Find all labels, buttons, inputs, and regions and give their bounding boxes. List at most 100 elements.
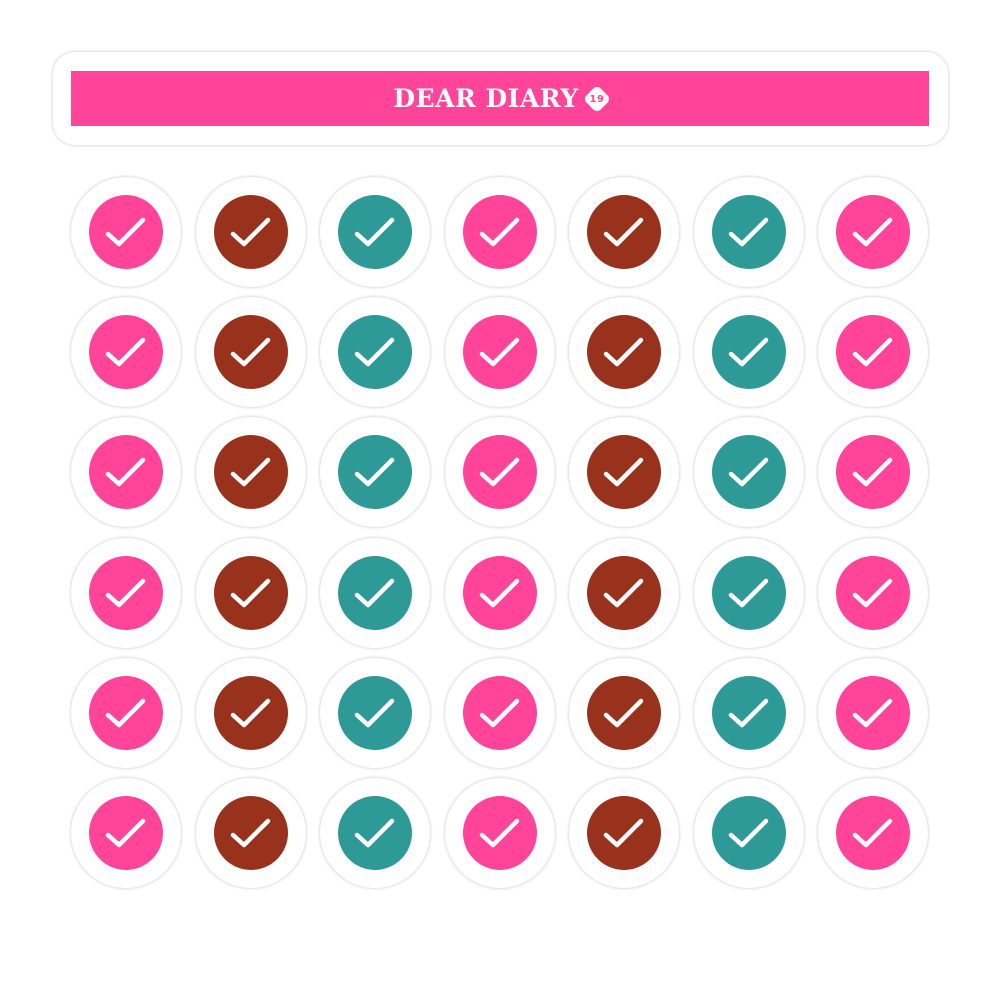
check-sticker [569, 297, 679, 408]
check-sticker [320, 297, 430, 408]
checkmark-icon [354, 217, 395, 247]
check-sticker [569, 417, 679, 528]
checkmark-icon [105, 217, 146, 247]
check-circle [587, 435, 661, 510]
check-circle [587, 675, 661, 750]
check-circle [836, 435, 910, 510]
check-circle [711, 435, 786, 510]
checkmark-icon [354, 337, 395, 367]
check-circle [587, 195, 661, 269]
check-circle [213, 796, 288, 870]
check-sticker [71, 177, 181, 287]
check-sticker [818, 417, 928, 528]
check-sticker [818, 177, 928, 287]
checkmark-icon [728, 578, 768, 607]
check-circle [462, 796, 537, 870]
checkmark-icon [852, 578, 893, 607]
check-circle [836, 195, 910, 269]
check-circle [213, 435, 288, 510]
checkmark-icon [852, 337, 893, 367]
logo-badge-text: 19 [589, 92, 605, 104]
check-sticker [444, 778, 555, 888]
check-circle [711, 555, 786, 630]
check-circle [338, 315, 412, 390]
checkmark-icon [603, 818, 644, 848]
check-circle [836, 555, 910, 630]
checkmark-icon [230, 818, 270, 848]
check-circle [462, 675, 537, 750]
check-sticker [693, 417, 804, 528]
check-circle [89, 195, 163, 269]
check-sticker [693, 177, 804, 287]
checkmark-icon [603, 337, 644, 367]
check-circle [462, 555, 537, 630]
checkmark-icon [603, 217, 644, 247]
check-circle [89, 315, 163, 390]
check-circle [213, 315, 288, 390]
check-circle [89, 555, 163, 630]
check-circle [338, 435, 412, 510]
check-sticker [71, 778, 181, 888]
check-sticker [195, 778, 306, 888]
logo-badge: 19 [582, 84, 611, 113]
check-sticker [444, 417, 555, 528]
checkmark-icon [852, 698, 893, 728]
checkmark-icon [603, 578, 644, 607]
checkmark-icon [479, 337, 519, 367]
check-circle [711, 195, 786, 269]
checkmark-icon [230, 217, 270, 247]
checkmark-icon [728, 217, 768, 247]
check-sticker [818, 657, 928, 768]
check-circle [836, 796, 910, 870]
header-banner: DEAR DIARY 19 [71, 71, 929, 126]
checkmark-icon [230, 337, 270, 367]
check-circle [338, 675, 412, 750]
dear-diary-logo: DEAR DIARY 19 [393, 84, 611, 113]
check-sticker [693, 778, 804, 888]
check-sticker [320, 778, 430, 888]
check-sticker [71, 657, 181, 768]
checkmark-icon [728, 698, 768, 728]
check-sticker [818, 297, 928, 408]
checkmark-icon [354, 458, 395, 487]
check-circle [213, 195, 288, 269]
checkmark-icon [728, 337, 768, 367]
checkmark-icon [105, 698, 146, 728]
checkmark-icon [728, 458, 768, 487]
check-circle [89, 796, 163, 870]
check-circle [836, 675, 910, 750]
logo-text: DEAR DIARY [393, 84, 579, 113]
check-circle [338, 796, 412, 870]
check-circle [462, 315, 537, 390]
checkmark-icon [852, 458, 893, 487]
check-circle [462, 195, 537, 269]
checkmark-icon [603, 698, 644, 728]
check-sticker [444, 657, 555, 768]
checkmark-icon [603, 458, 644, 487]
check-sticker [320, 537, 430, 648]
check-circle [213, 675, 288, 750]
check-sticker [320, 417, 430, 528]
checkmark-icon [354, 578, 395, 607]
checkmark-icon [479, 818, 519, 848]
checkmark-icon [479, 217, 519, 247]
check-sticker [569, 537, 679, 648]
checkmark-icon [105, 458, 146, 487]
checkmark-icon [728, 818, 768, 848]
check-circle [338, 195, 412, 269]
check-circle [711, 315, 786, 390]
checkmark-icon [479, 578, 519, 607]
check-sticker [818, 778, 928, 888]
check-sticker [195, 537, 306, 648]
check-sticker [693, 657, 804, 768]
check-sticker [320, 657, 430, 768]
check-sticker [71, 417, 181, 528]
checkmark-icon [105, 818, 146, 848]
check-sticker [195, 177, 306, 287]
check-sticker [195, 417, 306, 528]
checkmark-icon [105, 578, 146, 607]
checkmark-icon [354, 818, 395, 848]
check-sticker [195, 657, 306, 768]
checkmark-icon [852, 818, 893, 848]
check-circle [89, 675, 163, 750]
